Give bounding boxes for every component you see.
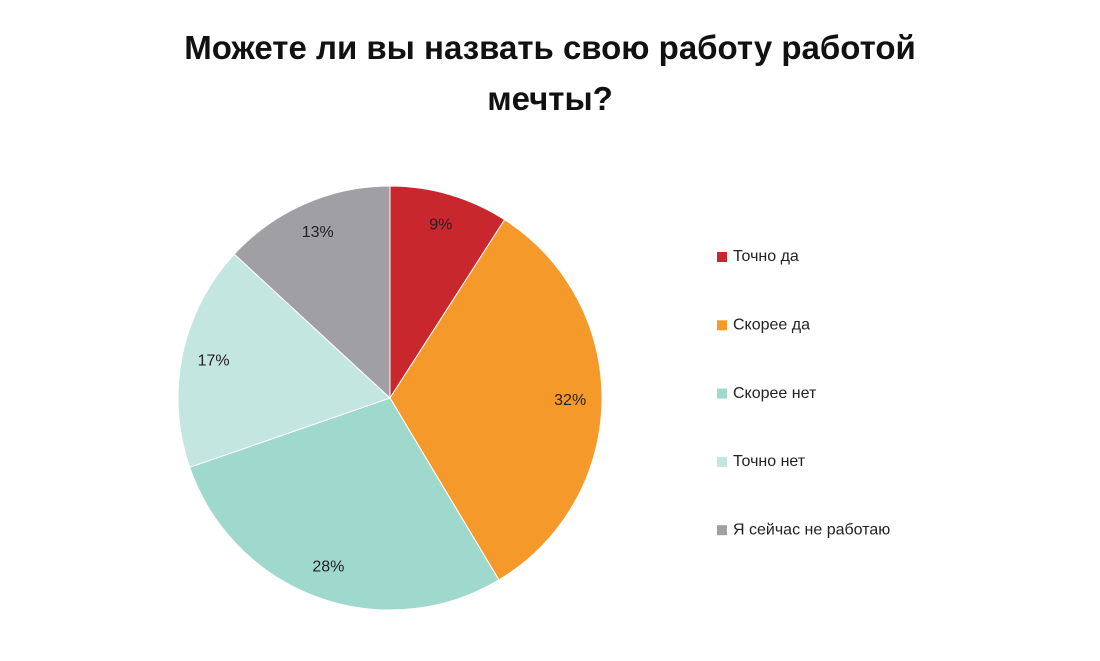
- legend-label: Точно нет: [733, 453, 806, 470]
- legend-swatch: [717, 320, 727, 331]
- pie-slice: [233, 185, 391, 400]
- legend-label: Я сейчас не работаю: [733, 521, 890, 538]
- legend-label: Скорее нет: [733, 385, 817, 402]
- data-label: 9%: [429, 216, 452, 233]
- legend-swatch: [717, 388, 727, 399]
- data-label: 28%: [312, 559, 344, 576]
- data-label: 13%: [302, 224, 334, 241]
- data-label: 17%: [198, 352, 230, 369]
- legend-swatch: [717, 525, 727, 536]
- data-label: 32%: [554, 392, 586, 409]
- legend-swatch: [717, 456, 727, 467]
- legend-swatch: [717, 252, 727, 262]
- chart-title: Можете ли вы назвать свою работу работой…: [184, 29, 916, 117]
- pie-slice: [189, 397, 500, 611]
- legend-label: Скорее да: [733, 317, 810, 334]
- pie-slice: [177, 253, 391, 468]
- pie-slice: [389, 185, 506, 400]
- legend-label: Точно да: [733, 248, 799, 265]
- pie-slice: [389, 218, 603, 581]
